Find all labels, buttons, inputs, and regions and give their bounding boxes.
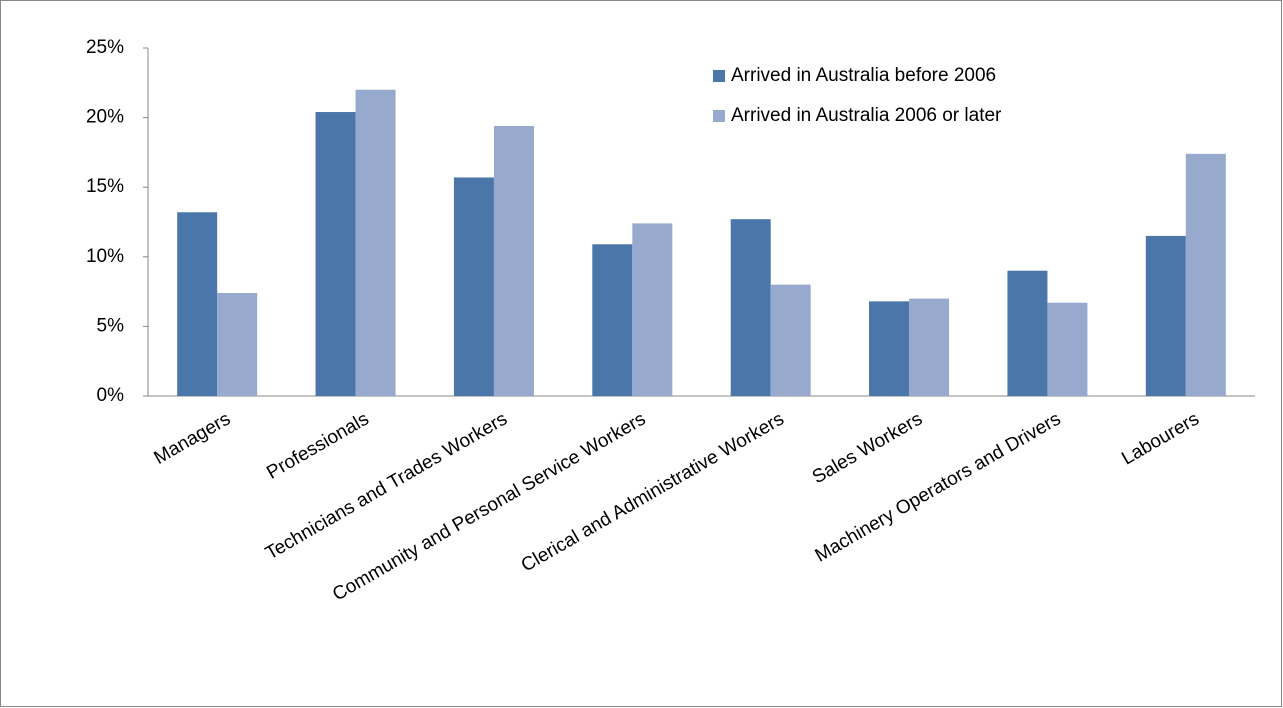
bar bbox=[592, 244, 633, 396]
legend-label: Arrived in Australia 2006 or later bbox=[731, 105, 1002, 126]
bar bbox=[632, 223, 673, 396]
bar bbox=[177, 212, 218, 396]
bar bbox=[1047, 302, 1088, 396]
y-tick-label: 25% bbox=[86, 37, 124, 58]
y-tick-label: 10% bbox=[86, 246, 124, 267]
legend-swatch bbox=[713, 70, 725, 82]
bar bbox=[730, 219, 771, 396]
bar bbox=[217, 292, 258, 396]
bar bbox=[770, 284, 811, 396]
bar bbox=[453, 177, 494, 396]
bar bbox=[355, 89, 396, 396]
bar bbox=[909, 298, 950, 396]
bar bbox=[869, 301, 910, 396]
bar bbox=[493, 125, 534, 397]
legend-label: Arrived in Australia before 2006 bbox=[731, 65, 996, 86]
bar bbox=[315, 112, 356, 397]
y-tick-label: 0% bbox=[97, 385, 125, 406]
bar bbox=[1185, 153, 1226, 396]
legend-swatch bbox=[713, 110, 725, 122]
bar bbox=[1007, 270, 1048, 396]
y-tick-label: 20% bbox=[86, 107, 124, 128]
bar bbox=[1145, 235, 1186, 396]
y-tick-label: 5% bbox=[97, 315, 125, 336]
y-tick-label: 15% bbox=[86, 176, 124, 197]
